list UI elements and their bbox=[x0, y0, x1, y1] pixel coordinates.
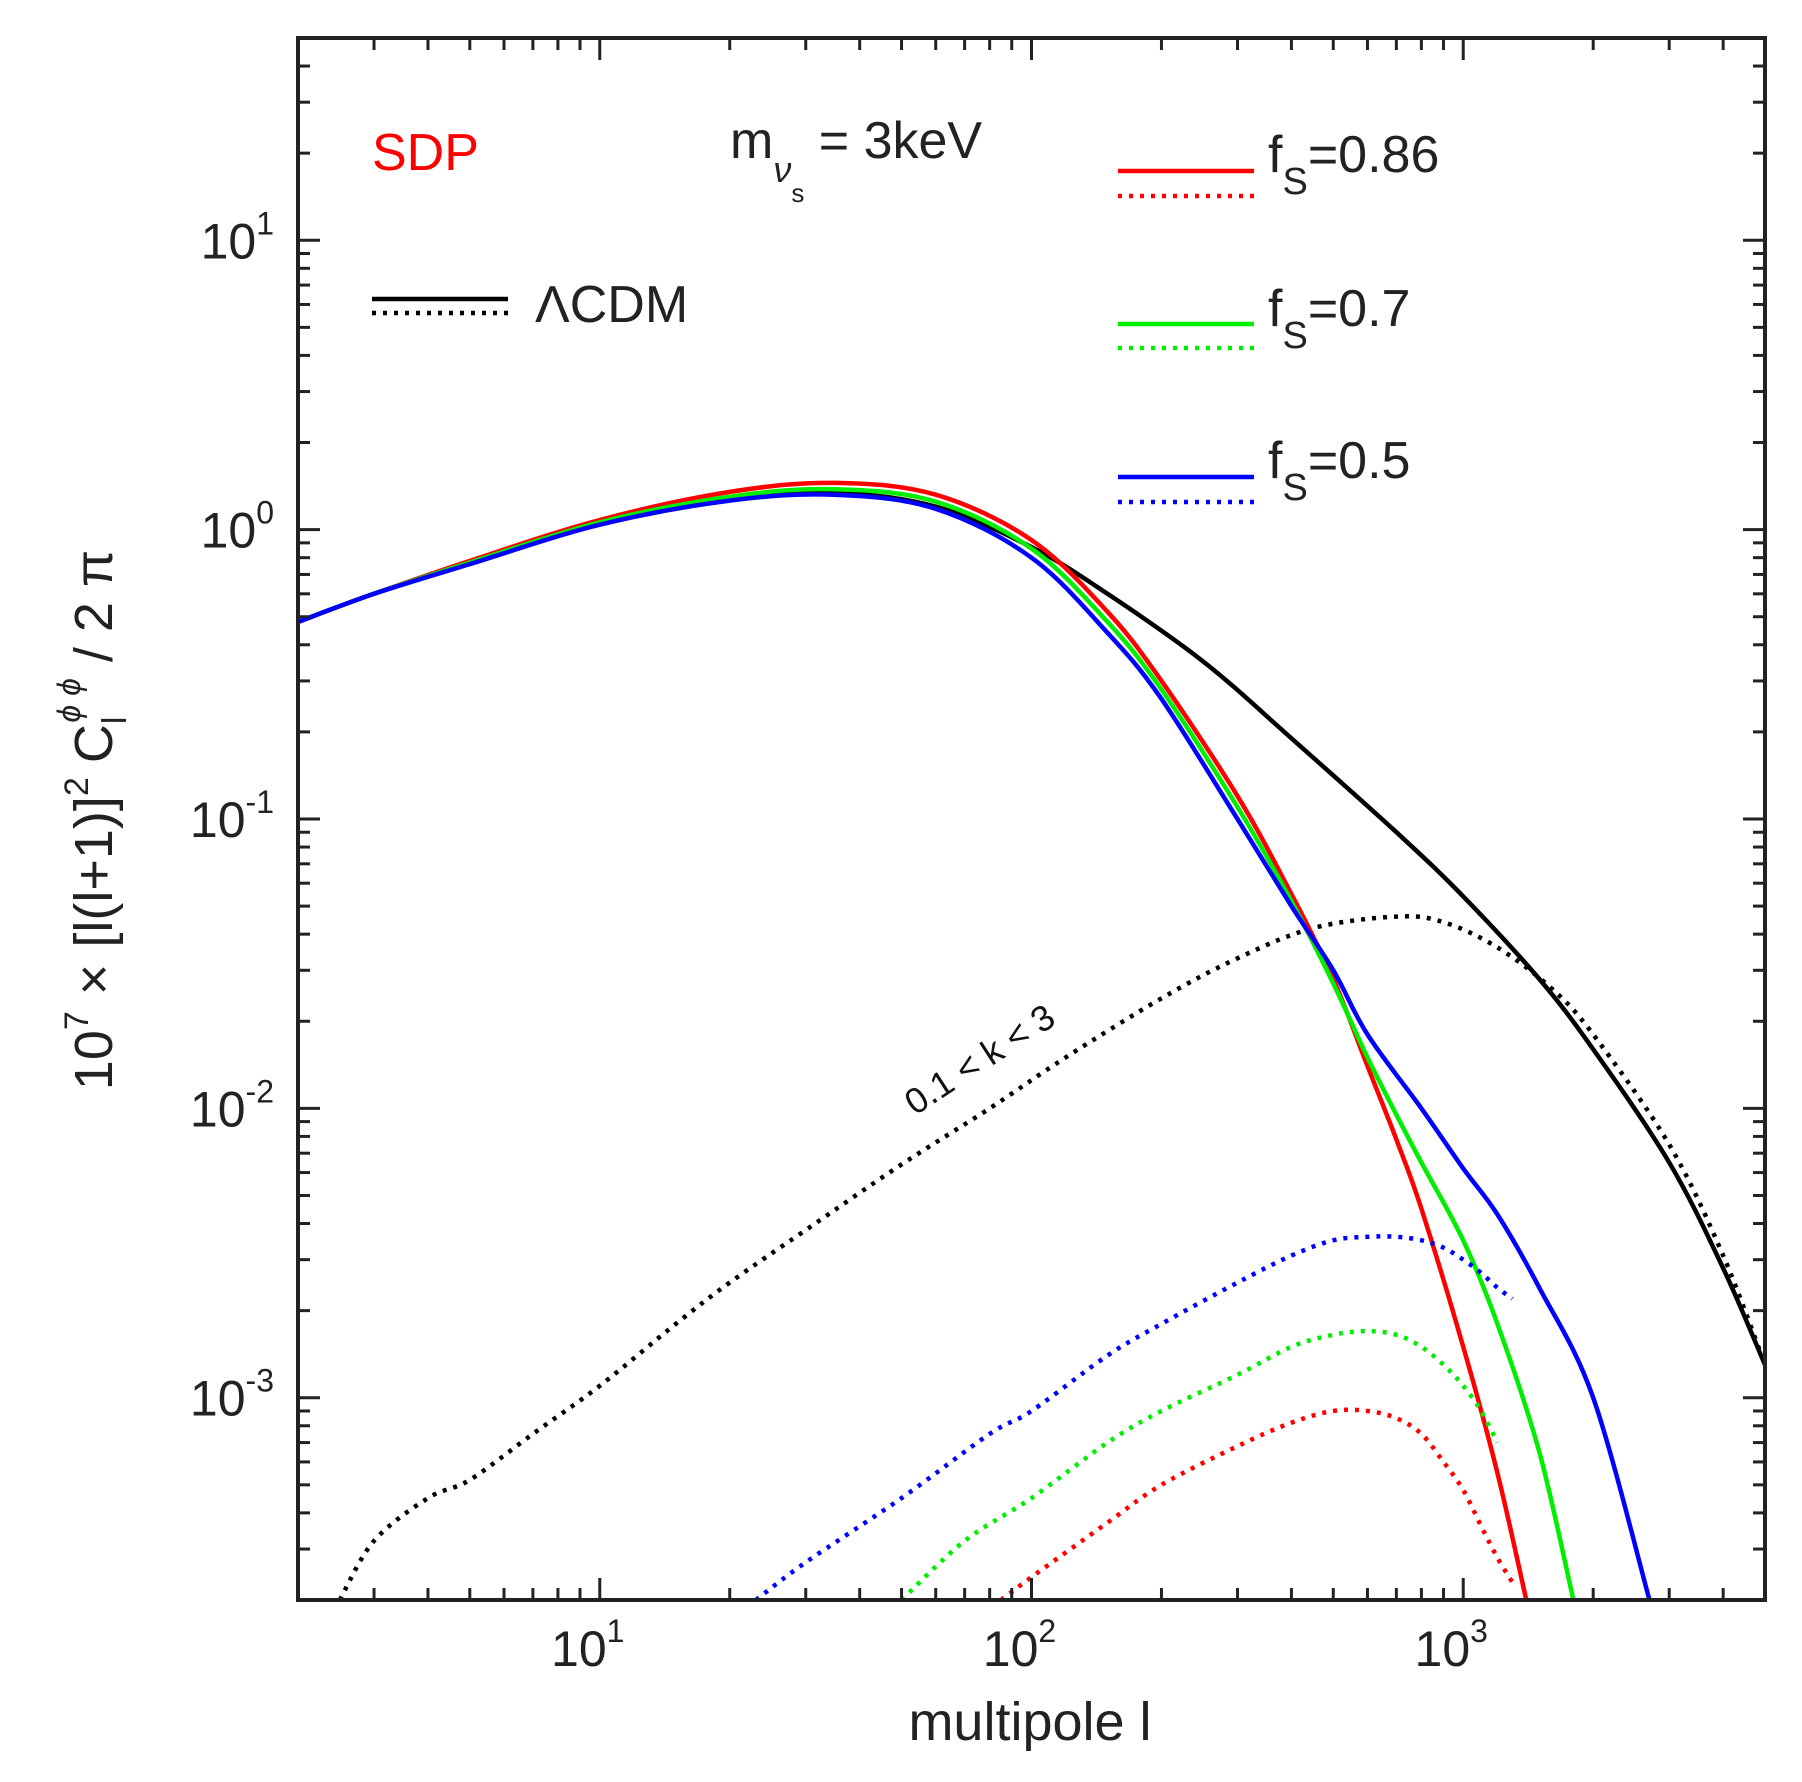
x-tick-label: 102 bbox=[983, 1613, 1056, 1677]
sdp-label: SDP bbox=[372, 124, 479, 182]
series-layer bbox=[298, 480, 1765, 1600]
y-title-c: C bbox=[64, 724, 124, 763]
legend-fs05-label: fS=0.5 bbox=[1268, 432, 1410, 509]
y-tick-label: 100 bbox=[201, 495, 274, 559]
mass-label: mνs = 3keV bbox=[730, 112, 982, 208]
x-tick-label: 103 bbox=[1415, 1613, 1488, 1677]
y-title-prefix: 10 bbox=[64, 1030, 124, 1090]
legend-fs086-label: fS=0.86 bbox=[1268, 126, 1439, 203]
legend-lcdm-label: ΛCDM bbox=[535, 276, 688, 334]
y-title-c-sup: ϕ ϕ bbox=[51, 678, 87, 722]
y-title-bracket: [l(l+1)] bbox=[64, 796, 124, 948]
y-title-c-sub: l bbox=[96, 717, 134, 725]
y-title-suffix: / 2 π bbox=[64, 550, 124, 662]
mass-m: m bbox=[730, 112, 773, 170]
x-tick-label: 101 bbox=[551, 1613, 624, 1677]
series-fs-0-5-total bbox=[298, 492, 1652, 1600]
y-title-bracket-exp: 2 bbox=[58, 777, 96, 796]
tick-layer: 101 102 103 101 100 10-1 10-2 10-3 bbox=[190, 36, 1767, 1677]
mass-s: s bbox=[791, 178, 804, 208]
legend-fs07: fS=0.7 bbox=[1118, 280, 1410, 357]
series-fs-0-5-0-1-k-3 bbox=[754, 1234, 1514, 1600]
legend-fs07-label: fS=0.7 bbox=[1268, 280, 1410, 357]
y-axis-title: 107 × [l(l+1)]2 Cl ϕ ϕ / 2 π bbox=[51, 550, 134, 1090]
mass-nu: ν bbox=[773, 149, 791, 190]
series-fs-0-7-total bbox=[298, 486, 1576, 1600]
legend-fs05: fS=0.5 bbox=[1118, 432, 1410, 509]
legend-lcdm: ΛCDM bbox=[372, 276, 688, 334]
y-title-times: × bbox=[64, 964, 124, 996]
series-fs-0-86-0-1-k-3 bbox=[999, 1407, 1515, 1600]
series-fs-0-7-0-1-k-3 bbox=[899, 1328, 1500, 1600]
legend-fs086: fS=0.86 bbox=[1118, 126, 1439, 203]
y-title-prefix-exp: 7 bbox=[58, 1011, 96, 1030]
y-tick-label: 10-1 bbox=[190, 784, 274, 848]
y-tick-label: 10-2 bbox=[190, 1073, 274, 1137]
y-tick-label: 10-3 bbox=[190, 1363, 274, 1427]
x-axis-title: multipole l bbox=[908, 1692, 1151, 1752]
y-tick-label: 101 bbox=[201, 205, 274, 269]
mass-value: = 3keV bbox=[804, 112, 982, 170]
